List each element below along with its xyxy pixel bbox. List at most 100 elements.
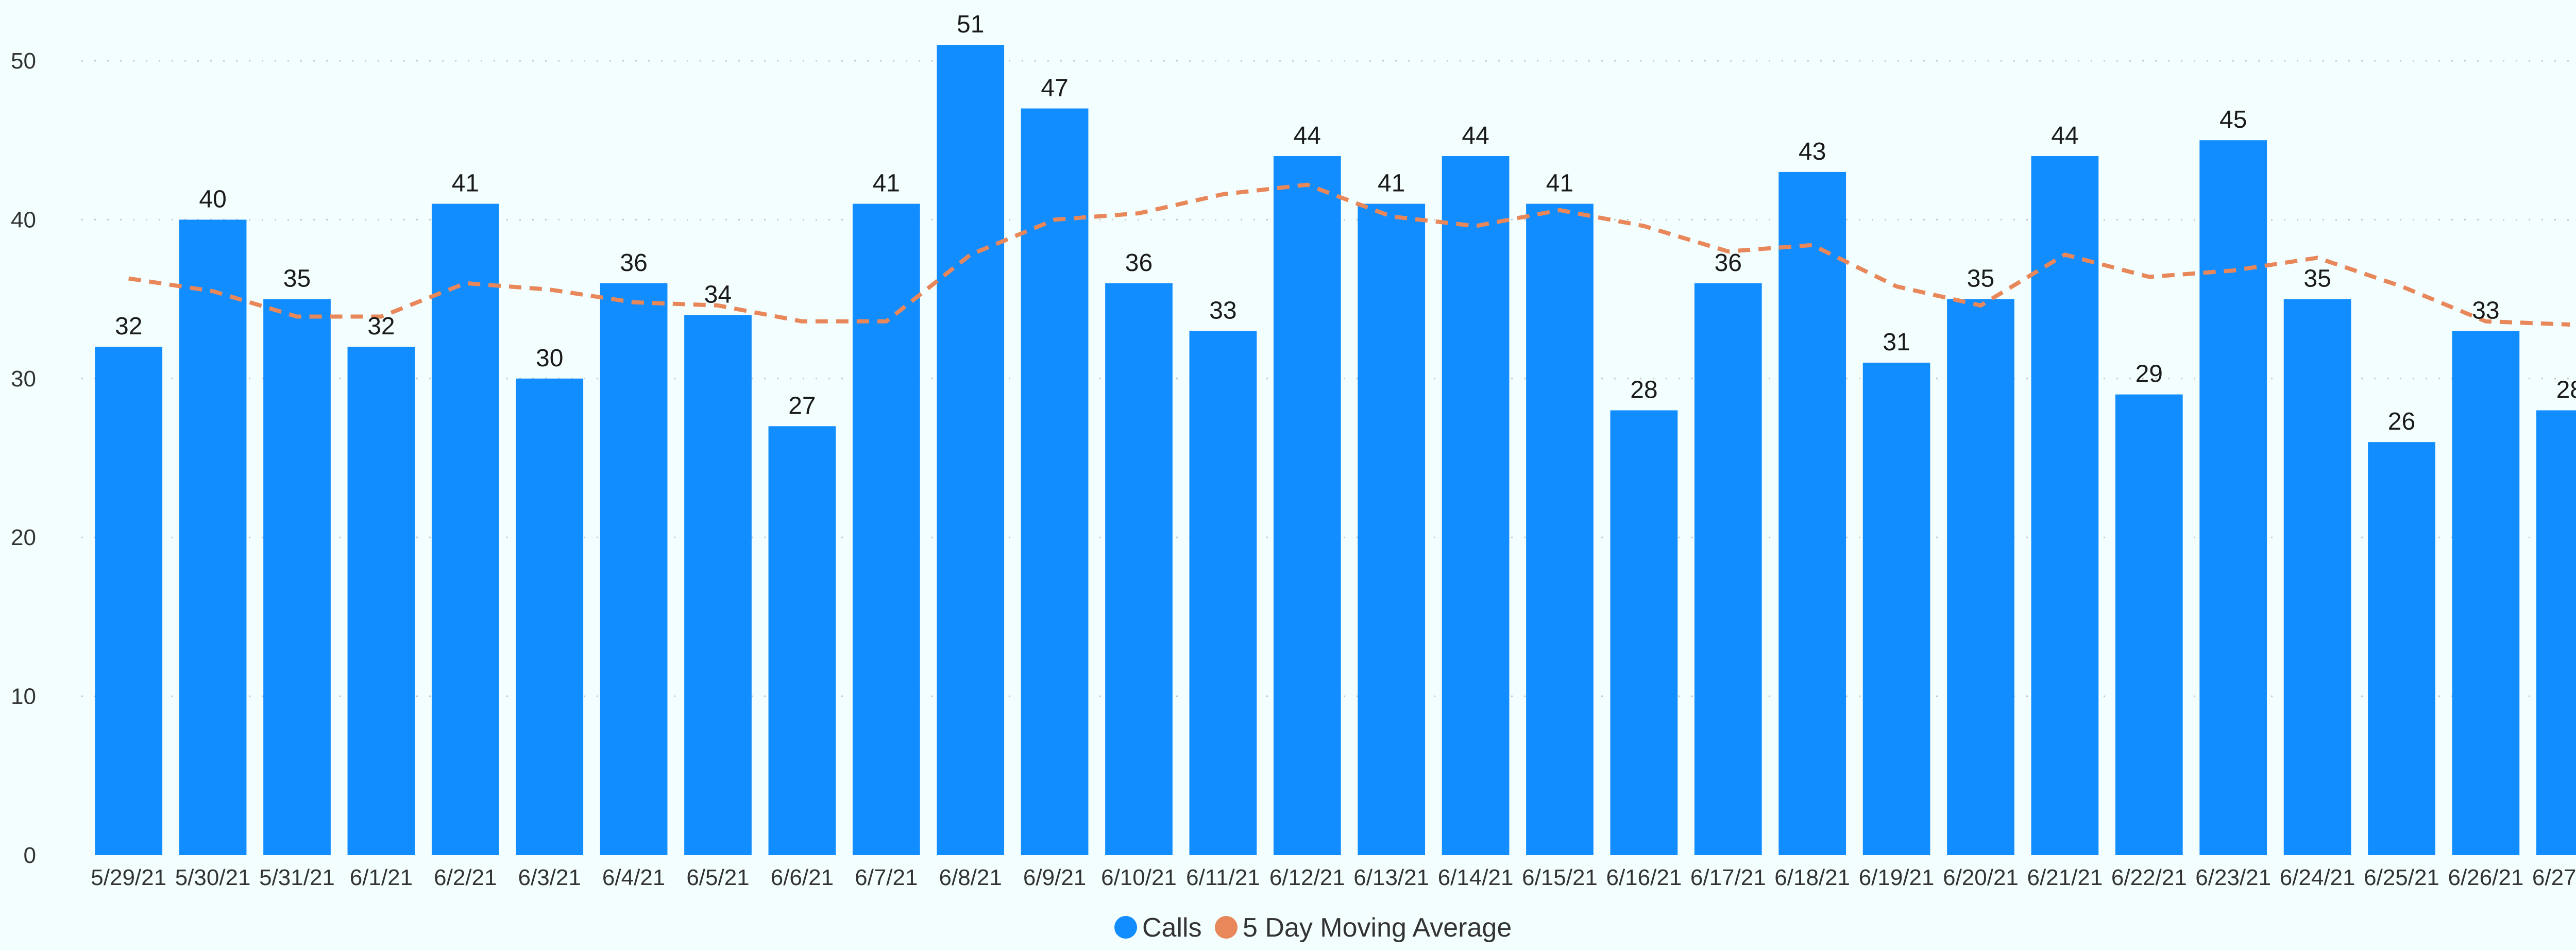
bar-data-label: 44 bbox=[1462, 122, 1489, 149]
calls-bar[interactable] bbox=[1273, 156, 1341, 855]
bar-data-label: 40 bbox=[199, 185, 226, 213]
calls-bar[interactable] bbox=[1105, 283, 1173, 855]
calls-bar[interactable] bbox=[1189, 331, 1257, 855]
x-tick-label: 5/29/21 bbox=[91, 865, 166, 890]
legend-item-label[interactable]: Calls bbox=[1142, 913, 1202, 943]
legend-item-label[interactable]: 5 Day Moving Average bbox=[1243, 913, 1512, 943]
bar-data-label: 41 bbox=[1378, 170, 1405, 197]
x-tick-label: 6/2/21 bbox=[434, 865, 497, 890]
bar-data-label: 44 bbox=[1294, 122, 1321, 149]
calls-bar[interactable] bbox=[516, 378, 584, 855]
x-tick-label: 6/10/21 bbox=[1101, 865, 1177, 890]
calls-bar[interactable] bbox=[179, 219, 247, 855]
calls-bar[interactable] bbox=[2115, 394, 2183, 855]
bar-data-label: 28 bbox=[2556, 376, 2576, 403]
x-tick-label: 6/3/21 bbox=[518, 865, 581, 890]
bar-data-label: 27 bbox=[788, 392, 816, 419]
bar-data-label: 41 bbox=[873, 170, 900, 197]
x-tick-label: 6/6/21 bbox=[771, 865, 834, 890]
bar-data-label: 41 bbox=[1546, 170, 1573, 197]
x-tick-label: 6/14/21 bbox=[1438, 865, 1514, 890]
bar-data-label: 35 bbox=[2303, 265, 2331, 293]
y-axis: 0 10 20 30 40 50 bbox=[11, 48, 36, 868]
y-tick-label: 20 bbox=[11, 525, 36, 550]
x-tick-label: 6/21/21 bbox=[2027, 865, 2103, 890]
calls-bar[interactable] bbox=[1358, 203, 1426, 855]
moving-average-line[interactable] bbox=[128, 182, 2570, 327]
bar-data-label: 41 bbox=[452, 170, 479, 197]
calls-bar[interactable] bbox=[95, 347, 163, 855]
bar-data-label: 26 bbox=[2388, 408, 2415, 435]
bar-data-label: 30 bbox=[536, 345, 563, 372]
legend-marker-icon bbox=[1114, 916, 1137, 939]
moving-average-line-layer bbox=[128, 182, 2570, 327]
bar-data-label: 36 bbox=[1715, 249, 1742, 277]
bar-data-label: 28 bbox=[1630, 376, 1657, 403]
bar-data-label: 35 bbox=[1967, 265, 1994, 293]
calls-bars bbox=[95, 45, 2576, 856]
x-tick-label: 6/11/21 bbox=[1186, 865, 1260, 890]
y-tick-label: 40 bbox=[11, 207, 36, 232]
bar-data-label: 36 bbox=[1125, 249, 1153, 277]
bar-data-label: 35 bbox=[283, 265, 311, 293]
calls-bar[interactable] bbox=[1021, 108, 1089, 855]
x-tick-label: 6/23/21 bbox=[2195, 865, 2271, 890]
bar-data-label: 43 bbox=[1799, 138, 1826, 165]
x-tick-label: 6/17/21 bbox=[1690, 865, 1766, 890]
calls-bar[interactable] bbox=[684, 315, 752, 856]
x-tick-label: 6/5/21 bbox=[686, 865, 749, 890]
calls-bar[interactable] bbox=[937, 45, 1005, 855]
calls-bar[interactable] bbox=[768, 426, 836, 855]
bar-data-label: 51 bbox=[957, 11, 984, 38]
x-tick-label: 6/19/21 bbox=[1859, 865, 1935, 890]
legend[interactable]: Calls 5 Day Moving Average bbox=[1114, 913, 1512, 943]
bar-data-label: 31 bbox=[1883, 329, 1910, 356]
calls-bar[interactable] bbox=[2031, 156, 2099, 855]
calls-bar[interactable] bbox=[2283, 299, 2351, 855]
calls-bar[interactable] bbox=[2199, 140, 2267, 856]
calls-bar[interactable] bbox=[2452, 331, 2520, 855]
x-tick-label: 5/30/21 bbox=[175, 865, 251, 890]
calls-bar[interactable] bbox=[1526, 203, 1594, 855]
x-tick-label: 6/1/21 bbox=[350, 865, 413, 890]
y-tick-label: 50 bbox=[11, 48, 36, 74]
calls-bar[interactable] bbox=[1442, 156, 1510, 855]
x-axis: 5/29/21 5/30/21 5/31/21 6/1/21 6/2/21 6/3/21 6… bbox=[91, 865, 2576, 890]
x-tick-label: 6/4/21 bbox=[602, 865, 665, 890]
x-tick-label: 6/8/21 bbox=[939, 865, 1002, 890]
x-tick-label: 6/16/21 bbox=[1606, 865, 1682, 890]
y-tick-label: 30 bbox=[11, 366, 36, 392]
bar-data-label: 34 bbox=[704, 281, 732, 308]
data-labels: 32 40 35 32 41 30 36 34 27 41 51 47 36 33 44 41 44 41 28 36… bbox=[115, 11, 2576, 435]
x-tick-label: 6/27/21 bbox=[2532, 865, 2576, 890]
bar-data-label: 45 bbox=[2219, 106, 2247, 133]
x-tick-label: 6/12/21 bbox=[1269, 865, 1345, 890]
y-tick-label: 0 bbox=[24, 843, 36, 868]
bar-data-label: 32 bbox=[115, 313, 142, 340]
calls-bar[interactable] bbox=[852, 203, 920, 855]
calls-bar[interactable] bbox=[1778, 172, 1846, 855]
bar-data-label: 44 bbox=[2051, 122, 2078, 149]
calls-bar[interactable] bbox=[347, 347, 415, 855]
x-tick-label: 6/7/21 bbox=[855, 865, 918, 890]
calls-bar[interactable] bbox=[431, 203, 499, 855]
calls-bar[interactable] bbox=[2536, 410, 2576, 855]
bar-data-label: 47 bbox=[1041, 75, 1068, 102]
calls-bar[interactable] bbox=[1694, 283, 1762, 855]
calls-bar[interactable] bbox=[2368, 442, 2435, 855]
calls-bar[interactable] bbox=[1610, 410, 1678, 855]
x-tick-label: 6/9/21 bbox=[1023, 865, 1086, 890]
y-tick-label: 10 bbox=[11, 684, 36, 709]
calls-bar[interactable] bbox=[1947, 299, 2014, 855]
calls-bar[interactable] bbox=[600, 283, 668, 855]
x-tick-label: 5/31/21 bbox=[259, 865, 335, 890]
bar-data-label: 36 bbox=[620, 249, 647, 277]
bar-data-label: 33 bbox=[1209, 297, 1236, 324]
calls-bar[interactable] bbox=[1862, 362, 1930, 855]
x-tick-label: 6/26/21 bbox=[2448, 865, 2523, 890]
calls-bar[interactable] bbox=[263, 299, 331, 855]
bar-data-label: 32 bbox=[367, 313, 395, 340]
x-tick-label: 6/22/21 bbox=[2111, 865, 2187, 890]
